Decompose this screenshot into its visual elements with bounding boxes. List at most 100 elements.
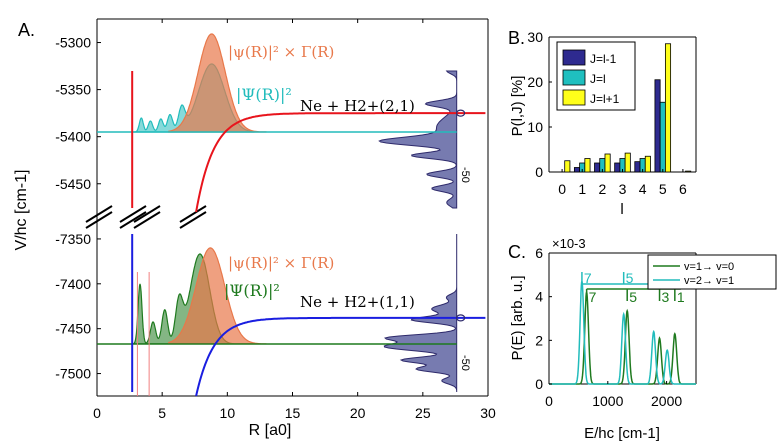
upper-asymptote-label: Ne + H2+(2,1): [300, 97, 415, 115]
asymptote-marker: [456, 109, 466, 117]
potential-curve: [195, 112, 486, 213]
bar-J=l+1: [644, 155, 651, 173]
panel-b-x-tick-label: 0: [558, 181, 566, 197]
panel-b-bars: [564, 43, 692, 173]
legend-swatch: [562, 89, 586, 106]
panel-a-x-tick-label: 30: [480, 405, 496, 421]
panel-b-x-tick-label: 3: [619, 181, 627, 197]
panel-c-x-tick-label: 0: [545, 393, 553, 409]
panel-a-upper-y-tick-label: -5350: [55, 82, 91, 98]
panel-a-x-tick-label: 25: [415, 405, 431, 421]
panel-c-ylabel: P(E) [arb. u.]: [509, 275, 526, 360]
panel-a-x-tick-label: 20: [350, 405, 366, 421]
legend-label: J=l: [590, 72, 606, 86]
break-mark: [119, 205, 147, 223]
bar-J=l-1: [614, 162, 621, 173]
panel-b-y-tick-label: 10: [527, 119, 543, 135]
level-label: 1: [677, 289, 685, 305]
panel-a: 0 5 10 15 20 25 30 -5300 -5350 -5400 -5450 -7350 -7…: [13, 18, 496, 439]
legend-label: J=l+1: [590, 92, 620, 106]
panel-a-lower-curves: [97, 234, 486, 397]
panel-a-upper-y-tick-label: -5400: [55, 129, 91, 145]
panel-b-y-tick-label: 0: [535, 164, 543, 180]
legend-label: v=1→ v=0: [684, 261, 734, 273]
bar-J=l: [659, 101, 666, 173]
lower-product-label: |ψ(R)|² × Γ(R): [228, 254, 334, 272]
panel-c-curves: [549, 281, 696, 385]
level-label: 5: [629, 289, 637, 305]
level-label: 5: [626, 270, 634, 286]
panel-a-x-tick-label: 0: [93, 405, 101, 421]
panel-b-x-tick-label: 1: [578, 181, 586, 197]
panel-a-x-tick-label: 5: [158, 405, 166, 421]
panel-a-upper-curves: [97, 33, 486, 213]
panel-c-letter: C.: [508, 242, 526, 262]
bar-J=l+1: [664, 43, 672, 173]
lower-asymptote-label: Ne + H2+(1,1): [300, 293, 415, 311]
bar-J=l-1: [573, 167, 581, 173]
bar-J=l-1: [634, 161, 641, 173]
panel-c-legend-box: [647, 254, 777, 290]
bar-J=l+1: [584, 158, 591, 173]
panel-c-y-tick-label: 0: [535, 376, 543, 392]
panel-a-upper-y-tick-label: -5300: [55, 35, 91, 51]
panel-a-upper-y-tick-label: -5450: [55, 176, 91, 192]
panel-b-legend: J=l-1 J=l J=l+1: [556, 41, 636, 111]
legend-label: v=2→ v=1: [684, 275, 734, 287]
panel-a-y-ticks: -5300 -5350 -5400 -5450 -7350 -7400 -7450 -7500: [55, 35, 101, 382]
panel-c-ticks: 0 1000 2000 0 2 4 6: [535, 245, 682, 409]
panel-c-y-tick-label: 6: [535, 245, 543, 261]
upper-wavefunction-label: |Ψ(R)|²: [236, 85, 292, 104]
break-mark: [133, 211, 161, 229]
break-mark: [133, 205, 161, 223]
panel-a-ylabel: V/hc [cm-1]: [13, 170, 30, 251]
break-mark: [85, 205, 113, 223]
panel-a-lower-y-tick-label: -7400: [55, 276, 91, 292]
bar-J=l-1: [654, 79, 661, 173]
energy-distribution: [383, 234, 458, 392]
lower-wavefunction-label: |Ψ(R)|²: [224, 281, 280, 300]
break-mark: [119, 211, 147, 229]
panel-b-x-tick-label: 4: [639, 181, 647, 197]
panel-a-lower-y-tick-label: -7450: [55, 321, 91, 337]
panel-b-x-tick-label: 2: [598, 181, 606, 197]
panel-b-x-tick-label: 5: [659, 181, 667, 197]
level-label: 7: [584, 270, 592, 286]
panel-c-x-tick-label: 1000: [592, 393, 623, 409]
bar-J=l-1: [594, 162, 601, 173]
upper-product-label: |ψ(R)|² × Γ(R): [228, 43, 334, 61]
break-mark: [85, 211, 113, 229]
panel-a-lower-y-tick-label: -7500: [55, 366, 91, 382]
product-density: [168, 33, 267, 133]
lower-dist-scale-label: -50: [459, 355, 471, 371]
panel-c-x-tick-label: 2000: [651, 393, 682, 409]
panel-a-x-ticks: 0 5 10 15 20 25 30: [93, 19, 496, 421]
level-label: 3: [662, 289, 670, 305]
axis-break-band: [98, 200, 487, 224]
panel-c-y-tick-label: 4: [535, 289, 543, 305]
panel-c-legend: v=1→ v=0 v=2→ v=1: [647, 254, 777, 290]
panel-a-letter: A.: [18, 20, 35, 40]
break-mark: [179, 211, 207, 229]
upper-dist-scale-label: -50: [459, 167, 471, 183]
bar-J=l+1: [685, 170, 692, 173]
panel-a-x-tick-label: 15: [285, 405, 301, 421]
panel-a-lower-y-tick-label: -7350: [55, 231, 91, 247]
panel-b-ylabel: P(l,J) [%]: [509, 76, 526, 137]
panel-c-xlabel: E/hc [cm-1]: [584, 425, 660, 442]
spectrum-line: [549, 281, 696, 385]
legend-swatch: [562, 49, 586, 66]
panel-b-y-tick-label: 20: [527, 74, 543, 90]
panel-a-xlabel: R [a0]: [249, 422, 292, 439]
potential-curve: [195, 316, 486, 397]
panel-b-xlabel: l: [620, 201, 623, 218]
bar-J=l+1: [604, 153, 611, 173]
panel-b-letter: B.: [508, 28, 525, 48]
break-mark: [179, 205, 207, 223]
level-label: 7: [589, 289, 597, 305]
legend-swatch: [562, 69, 586, 86]
